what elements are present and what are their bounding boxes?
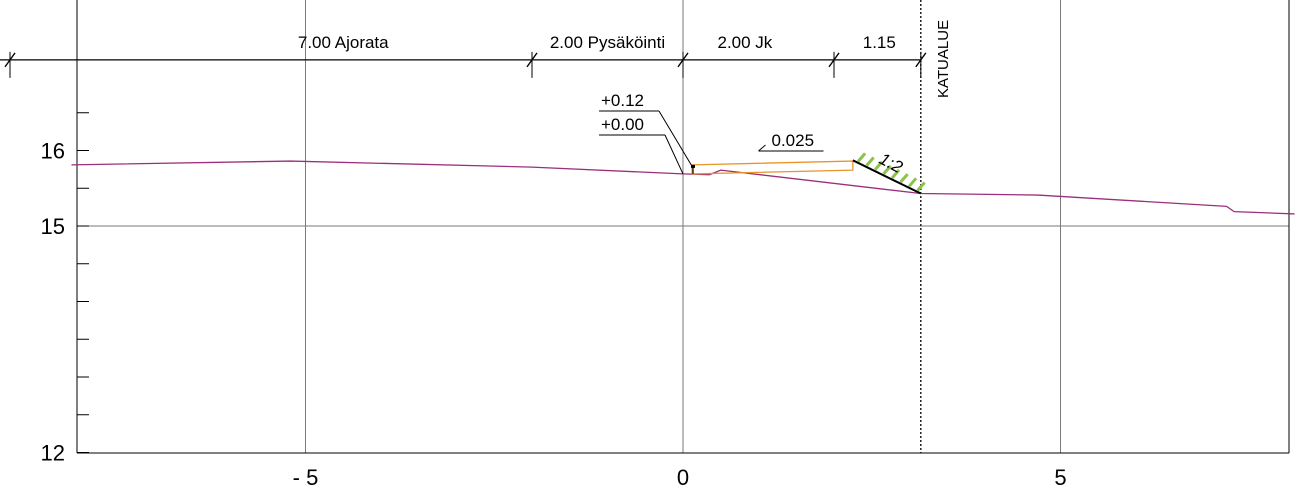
curb-value-lower: +0.00 [601,115,644,134]
x-tick-label: 0 [677,465,689,490]
dimension-label: 1.15 [863,33,896,52]
curb-marker-head [691,164,695,168]
sidewalk-outline [691,160,854,175]
slope-hatch [890,169,901,179]
y-tick-label: 15 [41,214,65,239]
curb-leader-upper [658,110,694,169]
design-surface-series [691,160,854,175]
dimension-tick [677,52,689,68]
crossfall-arrow [758,144,766,152]
dimension-tick [828,52,840,68]
slope-hatch [865,156,875,167]
dimension-tick [526,52,538,68]
y-tick-label: 16 [41,139,65,164]
dimension-label: 2.00 Jk [718,33,773,52]
slope-hatch [907,177,918,188]
y-axis: 12 15 16 [41,112,89,466]
dimension-label: 2.00 Pysäköinti [550,33,665,52]
slope-hatch [856,152,867,163]
x-tick-label: - 5 [293,465,319,490]
dimension-tick [915,52,927,68]
curb-leader-lower [664,134,684,175]
ground-line [71,160,1295,215]
crossfall-label: 0.025 [772,131,815,150]
slope-hatch [916,181,926,192]
slope-line [852,159,922,195]
x-axis: - 5 0 5 [293,465,1067,490]
x-tick-label: 5 [1054,465,1066,490]
slope-hatch [873,160,884,171]
curb-value-upper: +0.12 [601,91,644,110]
street-boundary-line: KATUALUE [920,0,952,453]
dimension-line: 7.00 Ajorata 2.00 Pysäköinti 2.00 Jk 1.15 [0,33,927,78]
slope-hatch [899,173,909,184]
boundary-label: KATUALUE [935,20,952,98]
existing-ground-series [71,160,1295,215]
dimension-label: 7.00 Ajorata [298,33,389,52]
slope-hatch [882,164,892,175]
dimension-tick [4,52,16,68]
annotations: 1:2+0.12+0.000.025 [599,91,926,195]
y-tick-label: 12 [41,441,65,466]
